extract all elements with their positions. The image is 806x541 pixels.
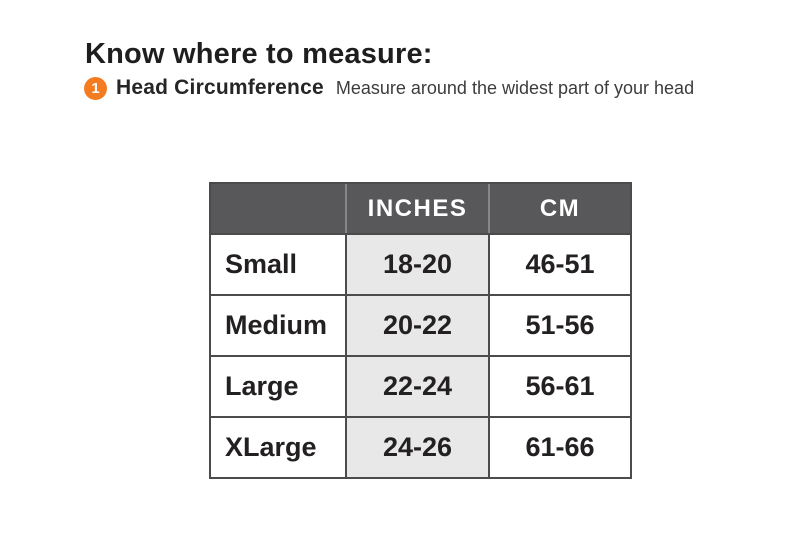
cm-value-large: 56-61: [488, 355, 632, 418]
table-row: Large 22-24 56-61: [209, 355, 632, 418]
size-label-large: Large: [209, 355, 347, 418]
table-row: Medium 20-22 51-56: [209, 294, 632, 357]
size-label-small: Small: [209, 233, 347, 296]
table-header-row: INCHES CM: [209, 182, 632, 235]
inches-value-medium: 20-22: [345, 294, 490, 357]
measurement-name: Head Circumference: [116, 76, 324, 99]
page-title: Know where to measure:: [85, 38, 433, 71]
size-label-medium: Medium: [209, 294, 347, 357]
inches-value-small: 18-20: [345, 233, 490, 296]
cm-value-small: 46-51: [488, 233, 632, 296]
size-label-xlarge: XLarge: [209, 416, 347, 479]
header-cell-inches: INCHES: [345, 182, 489, 235]
header-cell-cm: CM: [488, 182, 632, 235]
step-number-badge: 1: [84, 76, 107, 100]
measurement-description: Measure around the widest part of your h…: [335, 77, 695, 98]
size-table: INCHES CM Small 18-20 46-51 Medium 20-22…: [209, 182, 632, 479]
cm-value-medium: 51-56: [488, 294, 632, 357]
inches-value-large: 22-24: [345, 355, 490, 418]
table-row: Small 18-20 46-51: [209, 233, 632, 296]
table-row: XLarge 24-26 61-66: [209, 416, 632, 479]
inches-value-xlarge: 24-26: [345, 416, 490, 479]
measurement-instruction: 1 Head Circumference Measure around the …: [84, 76, 694, 100]
cm-value-xlarge: 61-66: [488, 416, 632, 479]
header-cell-blank: [209, 182, 346, 235]
